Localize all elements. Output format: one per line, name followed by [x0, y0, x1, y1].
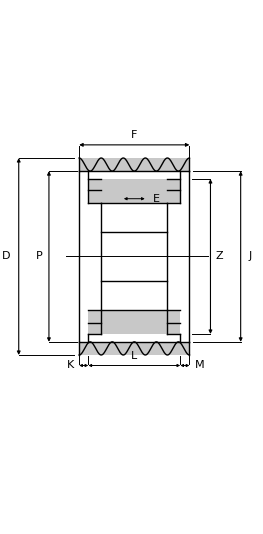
- Bar: [102, 202, 167, 232]
- Bar: [79, 342, 189, 355]
- Text: M: M: [195, 360, 204, 371]
- Text: K: K: [67, 360, 74, 371]
- Text: F: F: [131, 130, 138, 140]
- Bar: [102, 281, 167, 310]
- Text: J: J: [249, 252, 252, 262]
- Bar: [88, 310, 180, 334]
- Text: E: E: [153, 194, 160, 203]
- Text: L: L: [131, 351, 138, 361]
- Bar: [88, 179, 180, 202]
- Bar: [79, 158, 189, 171]
- Text: D: D: [2, 252, 11, 262]
- Text: P: P: [36, 252, 42, 262]
- Text: Z: Z: [216, 252, 223, 262]
